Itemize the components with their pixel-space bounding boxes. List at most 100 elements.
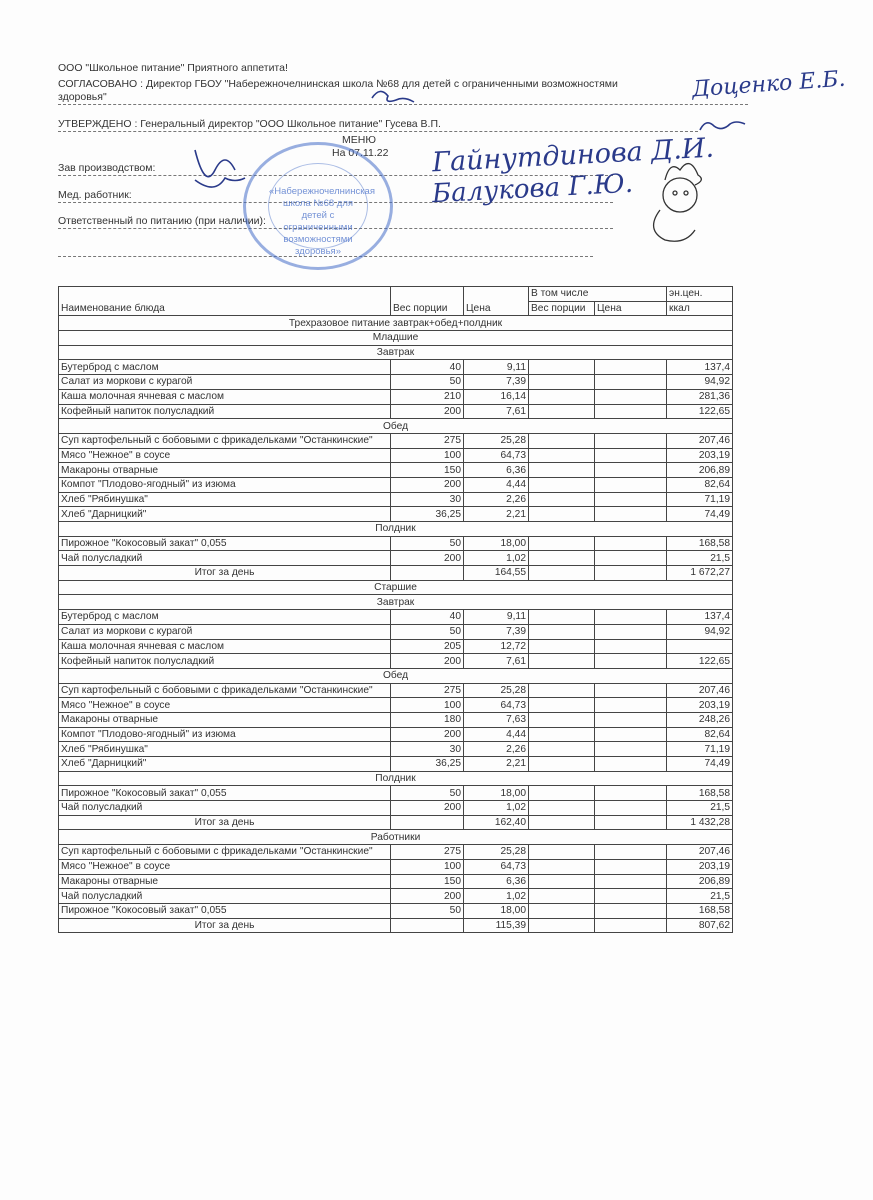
dish-kcal: 168,58 [666, 785, 734, 802]
dish-kcal: 203,19 [666, 447, 734, 464]
inc-weight [528, 814, 595, 831]
dish-weight: 36,25 [390, 506, 464, 522]
dish-price: 2,26 [463, 491, 529, 508]
dish-name: Макароны отварные [58, 711, 391, 728]
inc-price [593, 359, 668, 376]
table-row: Хлеб "Дарницкий" 36,25 2,21 74,49 [58, 506, 734, 522]
inc-weight [528, 609, 595, 625]
inc-price [593, 374, 668, 390]
dish-price: 64,73 [463, 858, 529, 875]
dish-weight: 210 [390, 388, 464, 405]
table-row: Чай полусладкий 200 1,02 21,5 [58, 800, 734, 816]
dish-price: 18,00 [463, 902, 529, 919]
section-row: Старшие [57, 579, 734, 596]
dish-weight: 50 [390, 623, 464, 640]
agreed-signature [371, 90, 415, 103]
dish-name: Бутерброд с маслом [58, 359, 391, 376]
dish-kcal: 74,49 [666, 506, 734, 522]
header-kcal: ккал [666, 300, 734, 317]
inc-weight [528, 432, 595, 449]
general-signature [699, 121, 746, 131]
dish-price: 6,36 [463, 873, 529, 890]
table-row: Суп картофельный с бобовыми с фрикадельк… [58, 844, 734, 860]
section-label: Работники [57, 829, 734, 846]
dish-name: Макароны отварные [58, 462, 391, 478]
inc-price [593, 447, 668, 464]
section-label: Обед [57, 667, 734, 684]
section-row: Полдник [57, 770, 734, 787]
dish-kcal: 203,19 [666, 858, 734, 875]
inc-price [593, 476, 668, 493]
table-row: Макароны отварные 180 7,63 248,26 [58, 711, 734, 728]
inc-weight [528, 535, 595, 552]
table-row: Суп картофельный с бобовыми с фрикадельк… [58, 682, 734, 699]
dish-price: 12,72 [463, 638, 529, 655]
dish-price: 1,02 [463, 800, 529, 816]
dish-name: Чай полусладкий [58, 550, 391, 567]
dish-name: Салат из моркови с курагой [58, 623, 391, 640]
dish-weight: 200 [390, 476, 464, 493]
header-weight: Вес порции [390, 285, 464, 317]
inc-price [593, 858, 668, 875]
table-row: Бутерброд с маслом 40 9,11 137,4 [58, 359, 734, 376]
dish-weight: 50 [390, 785, 464, 802]
dish-kcal: 122,65 [666, 403, 734, 420]
dish-name: Кофейный напиток полусладкий [58, 403, 391, 420]
dish-weight: 200 [390, 550, 464, 567]
dish-price: 7,39 [463, 623, 529, 640]
dish-price: 25,28 [463, 844, 529, 860]
agreed-line-2: здоровья" [58, 91, 107, 103]
dish-kcal: 203,19 [666, 697, 734, 713]
dish-kcal: 74,49 [666, 756, 734, 772]
dish-weight: 40 [390, 609, 464, 625]
dish-name: Чай полусладкий [58, 888, 391, 904]
total-weight [390, 814, 464, 831]
total-label: Итог за день [58, 917, 391, 934]
dish-kcal: 206,89 [666, 462, 734, 478]
dish-weight: 200 [390, 888, 464, 904]
dish-weight: 180 [390, 711, 464, 728]
total-price: 115,39 [463, 917, 529, 934]
table-row: Чай полусладкий 200 1,02 21,5 [58, 888, 734, 904]
total-row: Итог за день 164,55 1 672,27 [58, 565, 734, 581]
table-row: Пирожное "Кокосовый закат" 0,055 50 18,00 1… [58, 902, 734, 919]
inc-weight [528, 550, 595, 567]
section-row: Полдник [57, 521, 734, 537]
dish-kcal: 137,4 [666, 359, 734, 376]
dish-price: 4,44 [463, 476, 529, 493]
dish-weight: 30 [390, 741, 464, 757]
dish-name: Мясо "Нежное" в соусе [58, 858, 391, 875]
inc-weight [528, 902, 595, 919]
inc-price [593, 388, 668, 405]
inc-weight [528, 726, 595, 743]
approved-line: УТВЕРЖДЕНО : Генеральный директор "ООО Ш… [58, 118, 441, 130]
production-label: Зав производством: [58, 162, 156, 174]
agreed-line: СОГЛАСОВАНО : Директор ГБОУ "Набережноче… [58, 78, 618, 90]
total-weight [390, 565, 464, 581]
table-row: Мясо "Нежное" в соусе 100 64,73 203,19 [58, 447, 734, 464]
dish-kcal: 82,64 [666, 726, 734, 743]
dish-price: 1,02 [463, 550, 529, 567]
inc-weight [528, 447, 595, 464]
total-price: 164,55 [463, 565, 529, 581]
dish-weight: 200 [390, 800, 464, 816]
table-row: Салат из моркови с курагой 50 7,39 94,92 [58, 374, 734, 390]
divider [58, 131, 698, 132]
dish-weight: 40 [390, 359, 464, 376]
header-price: Цена [463, 285, 529, 317]
table-row: Хлеб "Рябинушка" 30 2,26 71,19 [58, 491, 734, 508]
inc-price [593, 873, 668, 890]
inc-price [593, 844, 668, 860]
inc-weight [528, 623, 595, 640]
inc-weight [528, 756, 595, 772]
header-including: В том числе [527, 286, 668, 302]
inc-weight [528, 388, 595, 405]
dish-kcal: 71,19 [666, 741, 734, 757]
inc-price [593, 506, 668, 522]
inc-price [593, 653, 668, 669]
inc-price [593, 726, 668, 743]
dish-name: Мясо "Нежное" в соусе [58, 447, 391, 464]
section-row: Завтрак [57, 594, 734, 611]
dish-weight: 36,25 [390, 756, 464, 772]
inc-price [593, 917, 668, 934]
